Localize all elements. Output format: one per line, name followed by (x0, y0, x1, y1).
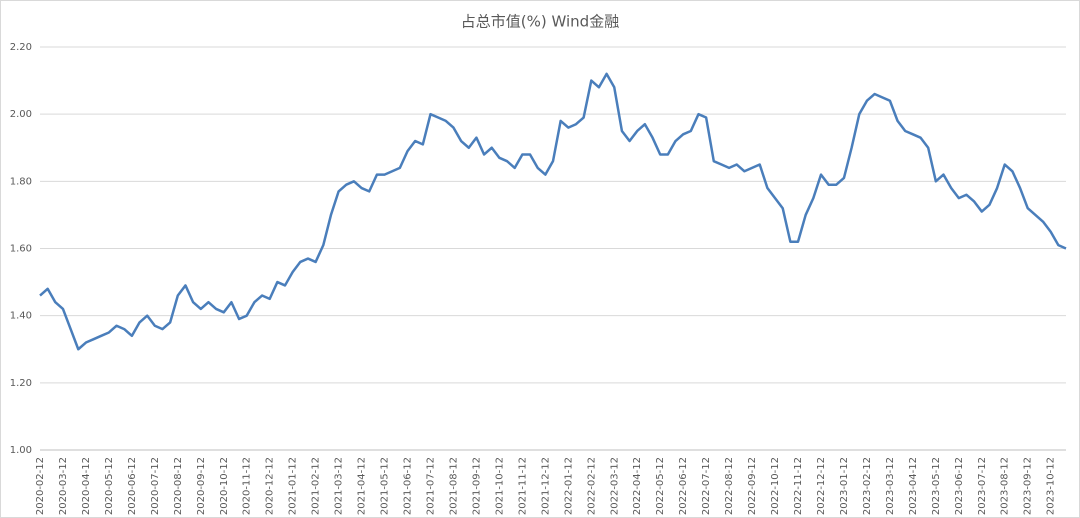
x-tick-label: 2021-12-12 (540, 457, 551, 515)
x-tick-label: 2022-07-12 (701, 457, 712, 515)
x-tick-label: 2020-04-12 (81, 457, 92, 515)
x-tick-label: 2023-07-12 (977, 457, 988, 515)
y-tick-label: 1.20 (10, 378, 32, 389)
x-tick-label: 2021-10-12 (494, 457, 505, 515)
x-tick-label: 2020-07-12 (150, 457, 161, 515)
x-tick-label: 2023-03-12 (885, 457, 896, 515)
x-tick-label: 2021-05-12 (380, 457, 391, 515)
x-tick-label: 2023-10-12 (1046, 457, 1057, 515)
x-tick-label: 2023-04-12 (908, 457, 919, 515)
x-tick-label: 2022-03-12 (609, 457, 620, 515)
x-tick-label: 2022-06-12 (678, 457, 689, 515)
x-tick-label: 2022-09-12 (747, 457, 758, 515)
x-tick-label: 2023-09-12 (1023, 457, 1034, 515)
x-tick-label: 2021-01-12 (288, 457, 299, 515)
x-tick-label: 2020-06-12 (127, 457, 138, 515)
y-tick-label: 1.80 (10, 176, 32, 187)
x-tick-label: 2022-01-12 (563, 457, 574, 515)
x-tick-label: 2023-01-12 (839, 457, 850, 515)
x-tick-label: 2021-03-12 (334, 457, 345, 515)
x-tick-label: 2020-09-12 (196, 457, 207, 515)
x-tick-label: 2020-05-12 (104, 457, 115, 515)
x-tick-label: 2021-02-12 (311, 457, 322, 515)
y-tick-label: 1.00 (10, 445, 32, 456)
y-tick-label: 2.20 (10, 42, 32, 53)
x-tick-label: 2023-02-12 (862, 457, 873, 515)
x-tick-label: 2023-05-12 (931, 457, 942, 515)
x-tick-label: 2022-02-12 (586, 457, 597, 515)
x-tick-label: 2022-05-12 (655, 457, 666, 515)
line-series (39, 72, 1067, 351)
y-tick-label: 1.40 (10, 311, 32, 322)
x-tick-label: 2021-11-12 (517, 457, 528, 515)
x-tick-label: 2021-06-12 (403, 457, 414, 515)
x-tick-label: 2021-08-12 (448, 457, 459, 515)
x-tick-label: 2020-02-12 (35, 457, 46, 515)
x-tick-label: 2022-10-12 (770, 457, 781, 515)
x-tick-label: 2023-08-12 (1000, 457, 1011, 515)
x-tick-label: 2020-03-12 (58, 457, 69, 515)
x-tick-label: 2022-12-12 (816, 457, 827, 515)
x-tick-label: 2020-12-12 (265, 457, 276, 515)
x-tick-label: 2020-08-12 (173, 457, 184, 515)
x-tick-label: 2022-08-12 (724, 457, 735, 515)
y-tick-label: 1.60 (10, 244, 32, 255)
chart-title: 占总市值(%) Wind金融 (461, 13, 619, 31)
x-tick-label: 2021-04-12 (357, 457, 368, 515)
x-tick-label: 2022-11-12 (793, 457, 804, 515)
x-tick-label: 2021-07-12 (425, 457, 436, 515)
x-tick-label: 2020-10-12 (219, 457, 230, 515)
y-tick-label: 2.00 (10, 109, 32, 120)
x-tick-label: 2022-04-12 (632, 457, 643, 515)
x-tick-label: 2021-09-12 (471, 457, 482, 515)
x-tick-label: 2020-11-12 (242, 457, 253, 515)
x-tick-label: 2023-06-12 (954, 457, 965, 515)
